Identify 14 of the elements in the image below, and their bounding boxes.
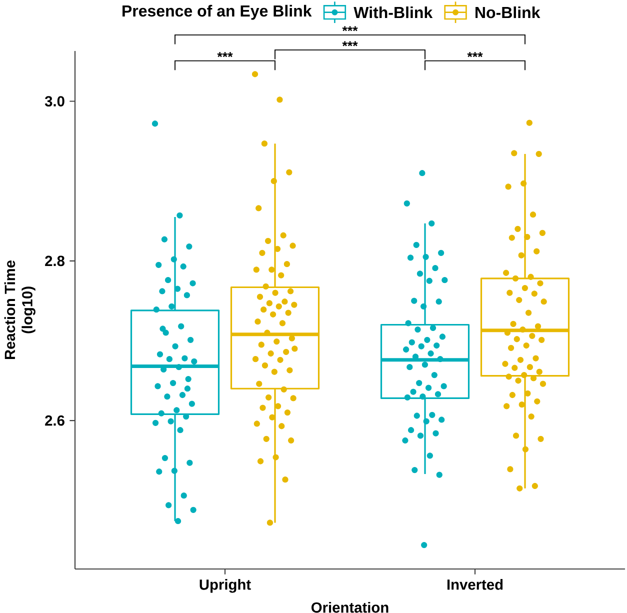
text: ***: [342, 26, 358, 32]
x-axis-title: Orientation: [312, 602, 388, 613]
legend-label: With-Blink: [354, 6, 433, 18]
y-tick-label: 3.0: [44, 96, 64, 106]
y-tick-label: 2.6: [45, 415, 64, 426]
x-tick-label: Upright: [200, 579, 251, 593]
legend-label: No-Blink: [476, 6, 540, 18]
text: ***: [342, 41, 358, 46]
y-tick-label: 2.8: [45, 256, 64, 266]
x-tick-label: Inverted: [447, 579, 503, 590]
y-axis-title: Reaction Time (log10): [4, 260, 36, 360]
annotation: ***: [217, 52, 233, 58]
annotation: ***: [467, 52, 483, 58]
legend-title: Presence of an Eye Blink: [122, 4, 312, 20]
